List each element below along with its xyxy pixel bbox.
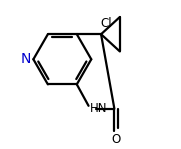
Text: O: O — [111, 133, 121, 146]
Text: Cl: Cl — [100, 17, 112, 30]
Text: HN: HN — [90, 102, 108, 115]
Text: N: N — [21, 52, 31, 66]
